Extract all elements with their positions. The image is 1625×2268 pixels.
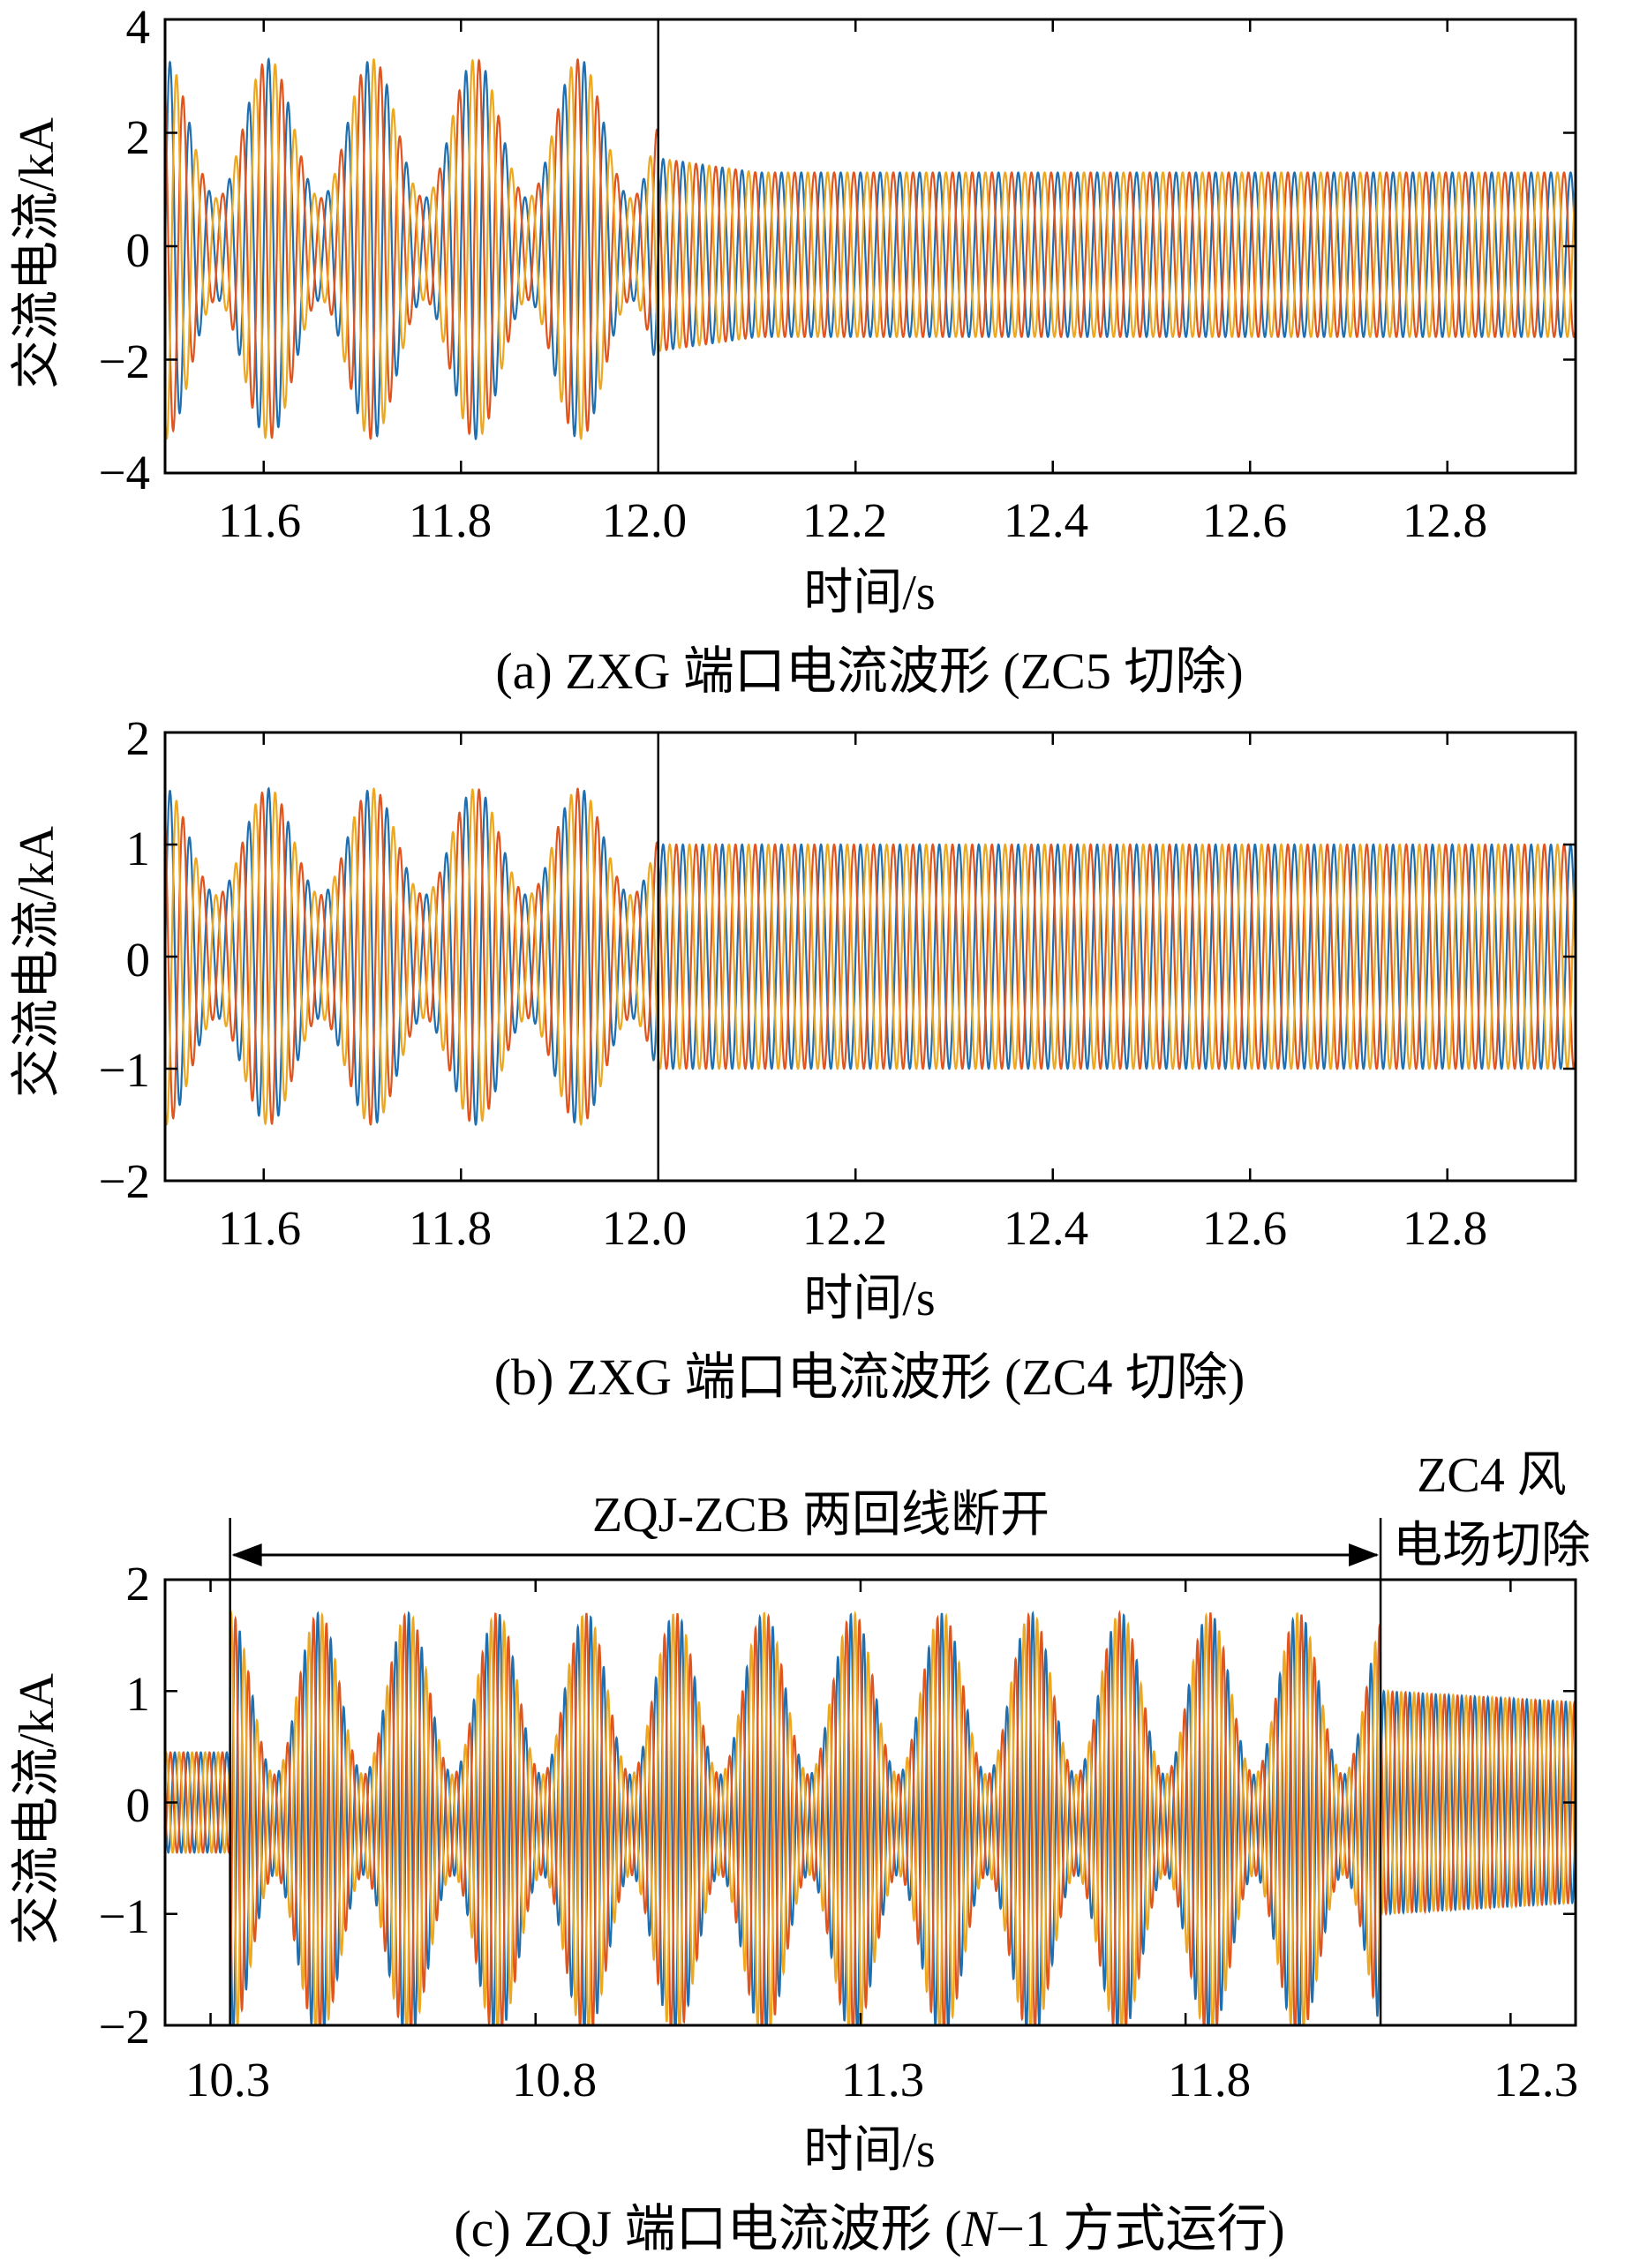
y-tick-label: 0 xyxy=(126,933,151,987)
plot-area-1 xyxy=(163,731,1577,1183)
y-tick-label: −2 xyxy=(98,334,150,388)
caption-c-prefix: (c) ZQJ 端口电流波形 ( xyxy=(454,2200,961,2257)
y-tick-label: 2 xyxy=(126,1557,151,1611)
right-annotation-line1: ZC4 风 xyxy=(1417,1448,1567,1503)
y-axis-label: 交流电流/kA xyxy=(10,116,64,389)
span-arrow-head-right xyxy=(1349,1543,1380,1566)
x-tick-label: 11.6 xyxy=(218,493,301,547)
x-tick-label: 12.6 xyxy=(1202,1201,1287,1255)
y-tick-label: −1 xyxy=(98,1043,150,1097)
y-tick-label: −4 xyxy=(98,446,150,499)
x-axis-label: 时间/s xyxy=(803,2123,935,2178)
series-line-phase-c xyxy=(165,1610,1576,2025)
panel-a: 4 2 0 −2 −4 11.6 11.8 12.0 12.2 12.4 12.… xyxy=(10,0,1487,700)
span-arrow-head-left xyxy=(231,1543,262,1566)
x-tick-label: 12.2 xyxy=(802,1201,887,1255)
x-tick-label: 11.8 xyxy=(1168,2053,1251,2107)
y-axis-label: 交流电流/kA xyxy=(10,1672,64,1945)
x-tick-label: 10.8 xyxy=(512,2053,597,2107)
x-axis-label: 时间/s xyxy=(803,566,935,620)
x-tick-label: 12.4 xyxy=(1004,493,1088,547)
caption-c-italic: N xyxy=(960,2200,998,2257)
y-tick-label: −1 xyxy=(98,1889,150,1943)
x-tick-label: 12.8 xyxy=(1403,1201,1487,1255)
x-tick-label: 12.4 xyxy=(1004,1201,1088,1255)
span-annotation-label: ZQJ-ZCB 两回线断开 xyxy=(592,1488,1049,1543)
x-tick-label: 12.8 xyxy=(1403,493,1487,547)
x-axis-label: 时间/s xyxy=(803,1272,935,1326)
y-tick-label: 0 xyxy=(126,223,151,277)
y-tick-label: 1 xyxy=(126,1667,151,1721)
x-tick-label: 12.2 xyxy=(802,493,887,547)
right-annotation-line2: 电场切除 xyxy=(1393,1519,1591,1573)
series-line-phase-c xyxy=(165,57,1576,440)
y-tick-label: 2 xyxy=(126,711,151,765)
x-tick-label: 11.8 xyxy=(409,493,492,547)
x-tick-label: 12.6 xyxy=(1202,493,1287,547)
y-axis-label: 交流电流/kA xyxy=(10,825,64,1098)
x-tick-label: 11.6 xyxy=(218,1201,301,1255)
y-tick-label: −2 xyxy=(98,2000,150,2054)
caption-a: (a) ZXG 端口电流波形 (ZC5 切除) xyxy=(495,642,1243,700)
panel-b: 2 1 0 −1 −2 11.6 11.8 12.0 12.2 12.4 12.… xyxy=(10,711,1487,1406)
plot-area-2 xyxy=(163,1518,1577,2027)
x-tick-label: 11.8 xyxy=(409,1201,492,1255)
x-tick-label: 12.0 xyxy=(602,1201,687,1255)
plot-area-0 xyxy=(163,18,1577,475)
caption-c: (c) ZQJ 端口电流波形 (N−1 方式运行) xyxy=(454,2200,1284,2257)
caption-b: (b) ZXG 端口电流波形 (ZC4 切除) xyxy=(494,1348,1245,1406)
y-tick-label: 4 xyxy=(126,0,151,54)
x-tick-label: 12.3 xyxy=(1493,2053,1578,2107)
panel-c: 2 1 0 −1 −2 10.3 10.8 11.3 11.8 12.3 时间/… xyxy=(10,1448,1591,2257)
x-tick-label: 10.3 xyxy=(185,2053,270,2107)
y-tick-label: 2 xyxy=(126,110,151,164)
series-line-phase-c xyxy=(165,787,1576,1127)
y-tick-label: 1 xyxy=(126,822,151,875)
y-tick-label: −2 xyxy=(98,1154,150,1208)
x-tick-label: 11.3 xyxy=(841,2053,924,2107)
x-tick-label: 12.0 xyxy=(602,493,687,547)
y-tick-label: 0 xyxy=(126,1778,151,1832)
caption-c-suffix: −1 方式运行) xyxy=(996,2200,1285,2257)
